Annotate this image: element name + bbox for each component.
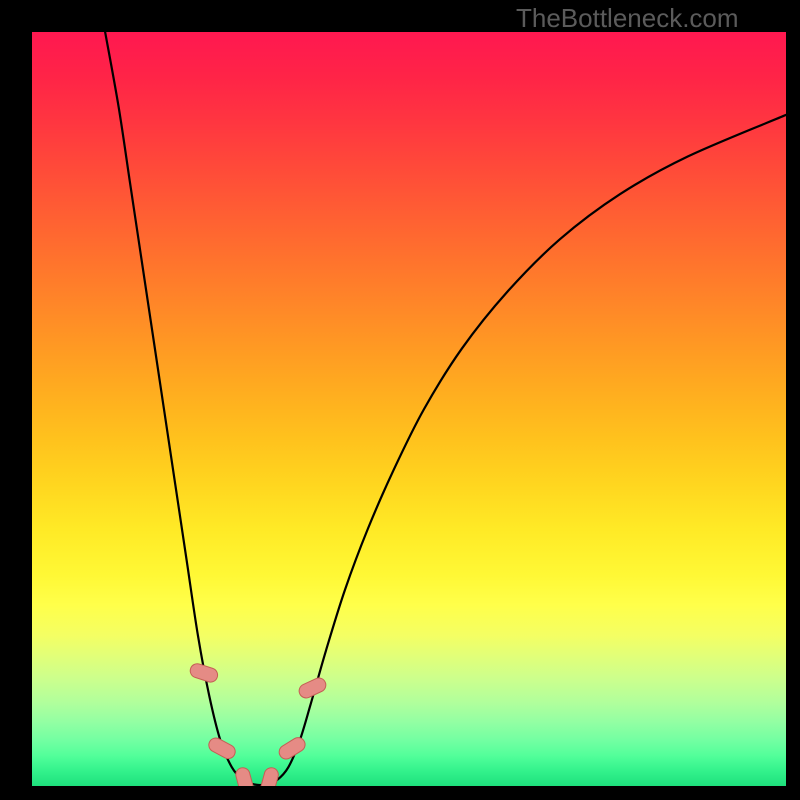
background-gradient-rect xyxy=(32,32,786,786)
plot-svg xyxy=(32,32,786,786)
watermark-text: TheBottleneck.com xyxy=(516,3,739,34)
plot-area xyxy=(32,32,786,786)
